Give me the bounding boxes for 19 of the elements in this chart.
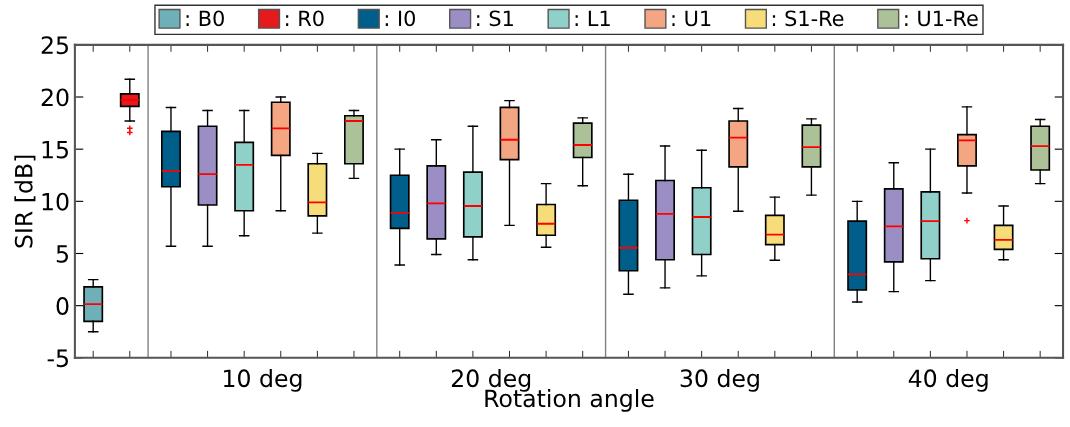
x-tick-label: 30 deg bbox=[680, 368, 759, 392]
legend-label: : L1 bbox=[575, 10, 610, 26]
y-tick-label: 10 bbox=[42, 192, 69, 211]
x-tick-label: 10 deg bbox=[224, 368, 302, 392]
y-axis-title: SIR [dB] bbox=[14, 155, 36, 248]
y-tick-label: 0 bbox=[56, 297, 69, 315]
legend-label: : R0 bbox=[286, 10, 324, 27]
legend-label: : U1-Re bbox=[905, 10, 978, 27]
x-tick-label: 40 deg bbox=[908, 368, 988, 392]
legend-label: : B0 bbox=[186, 10, 224, 27]
y-tick-label: 20 bbox=[41, 88, 69, 107]
y-tick-label: 25 bbox=[41, 36, 68, 55]
y-tick-label: -5 bbox=[47, 349, 68, 368]
legend-label: : U1 bbox=[672, 10, 711, 27]
legend-label: : S1-Re bbox=[772, 10, 844, 27]
y-tick-label: 15 bbox=[42, 140, 68, 159]
legend-label: : I0 bbox=[385, 10, 415, 27]
y-tick-label: 5 bbox=[56, 245, 68, 263]
legend-label: : S1 bbox=[477, 10, 513, 27]
